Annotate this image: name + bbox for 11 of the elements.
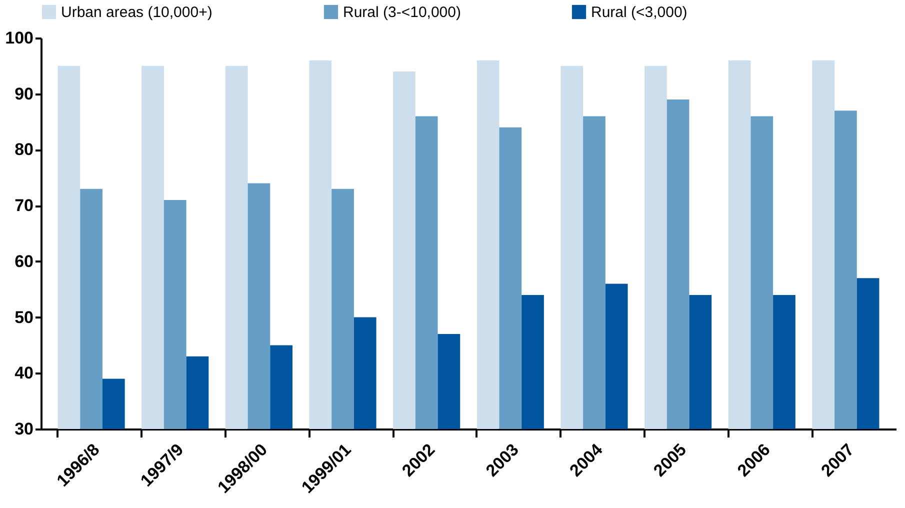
legend-label: Rural (<3,000)	[591, 4, 688, 21]
y-tick-label: 70	[14, 196, 34, 216]
legend-label: Rural (3-<10,000)	[343, 4, 461, 21]
legend-label: Urban areas (10,000+)	[61, 4, 212, 21]
y-tick-label: 60	[14, 252, 34, 271]
y-tick-label: 30	[14, 420, 34, 438]
y-tick-label: 100	[5, 28, 34, 48]
y-tick-label: 80	[14, 140, 34, 160]
y-tick-label: 90	[14, 84, 34, 104]
y-tick-label: 50	[14, 308, 34, 327]
y-tick-label: 40	[14, 364, 34, 383]
